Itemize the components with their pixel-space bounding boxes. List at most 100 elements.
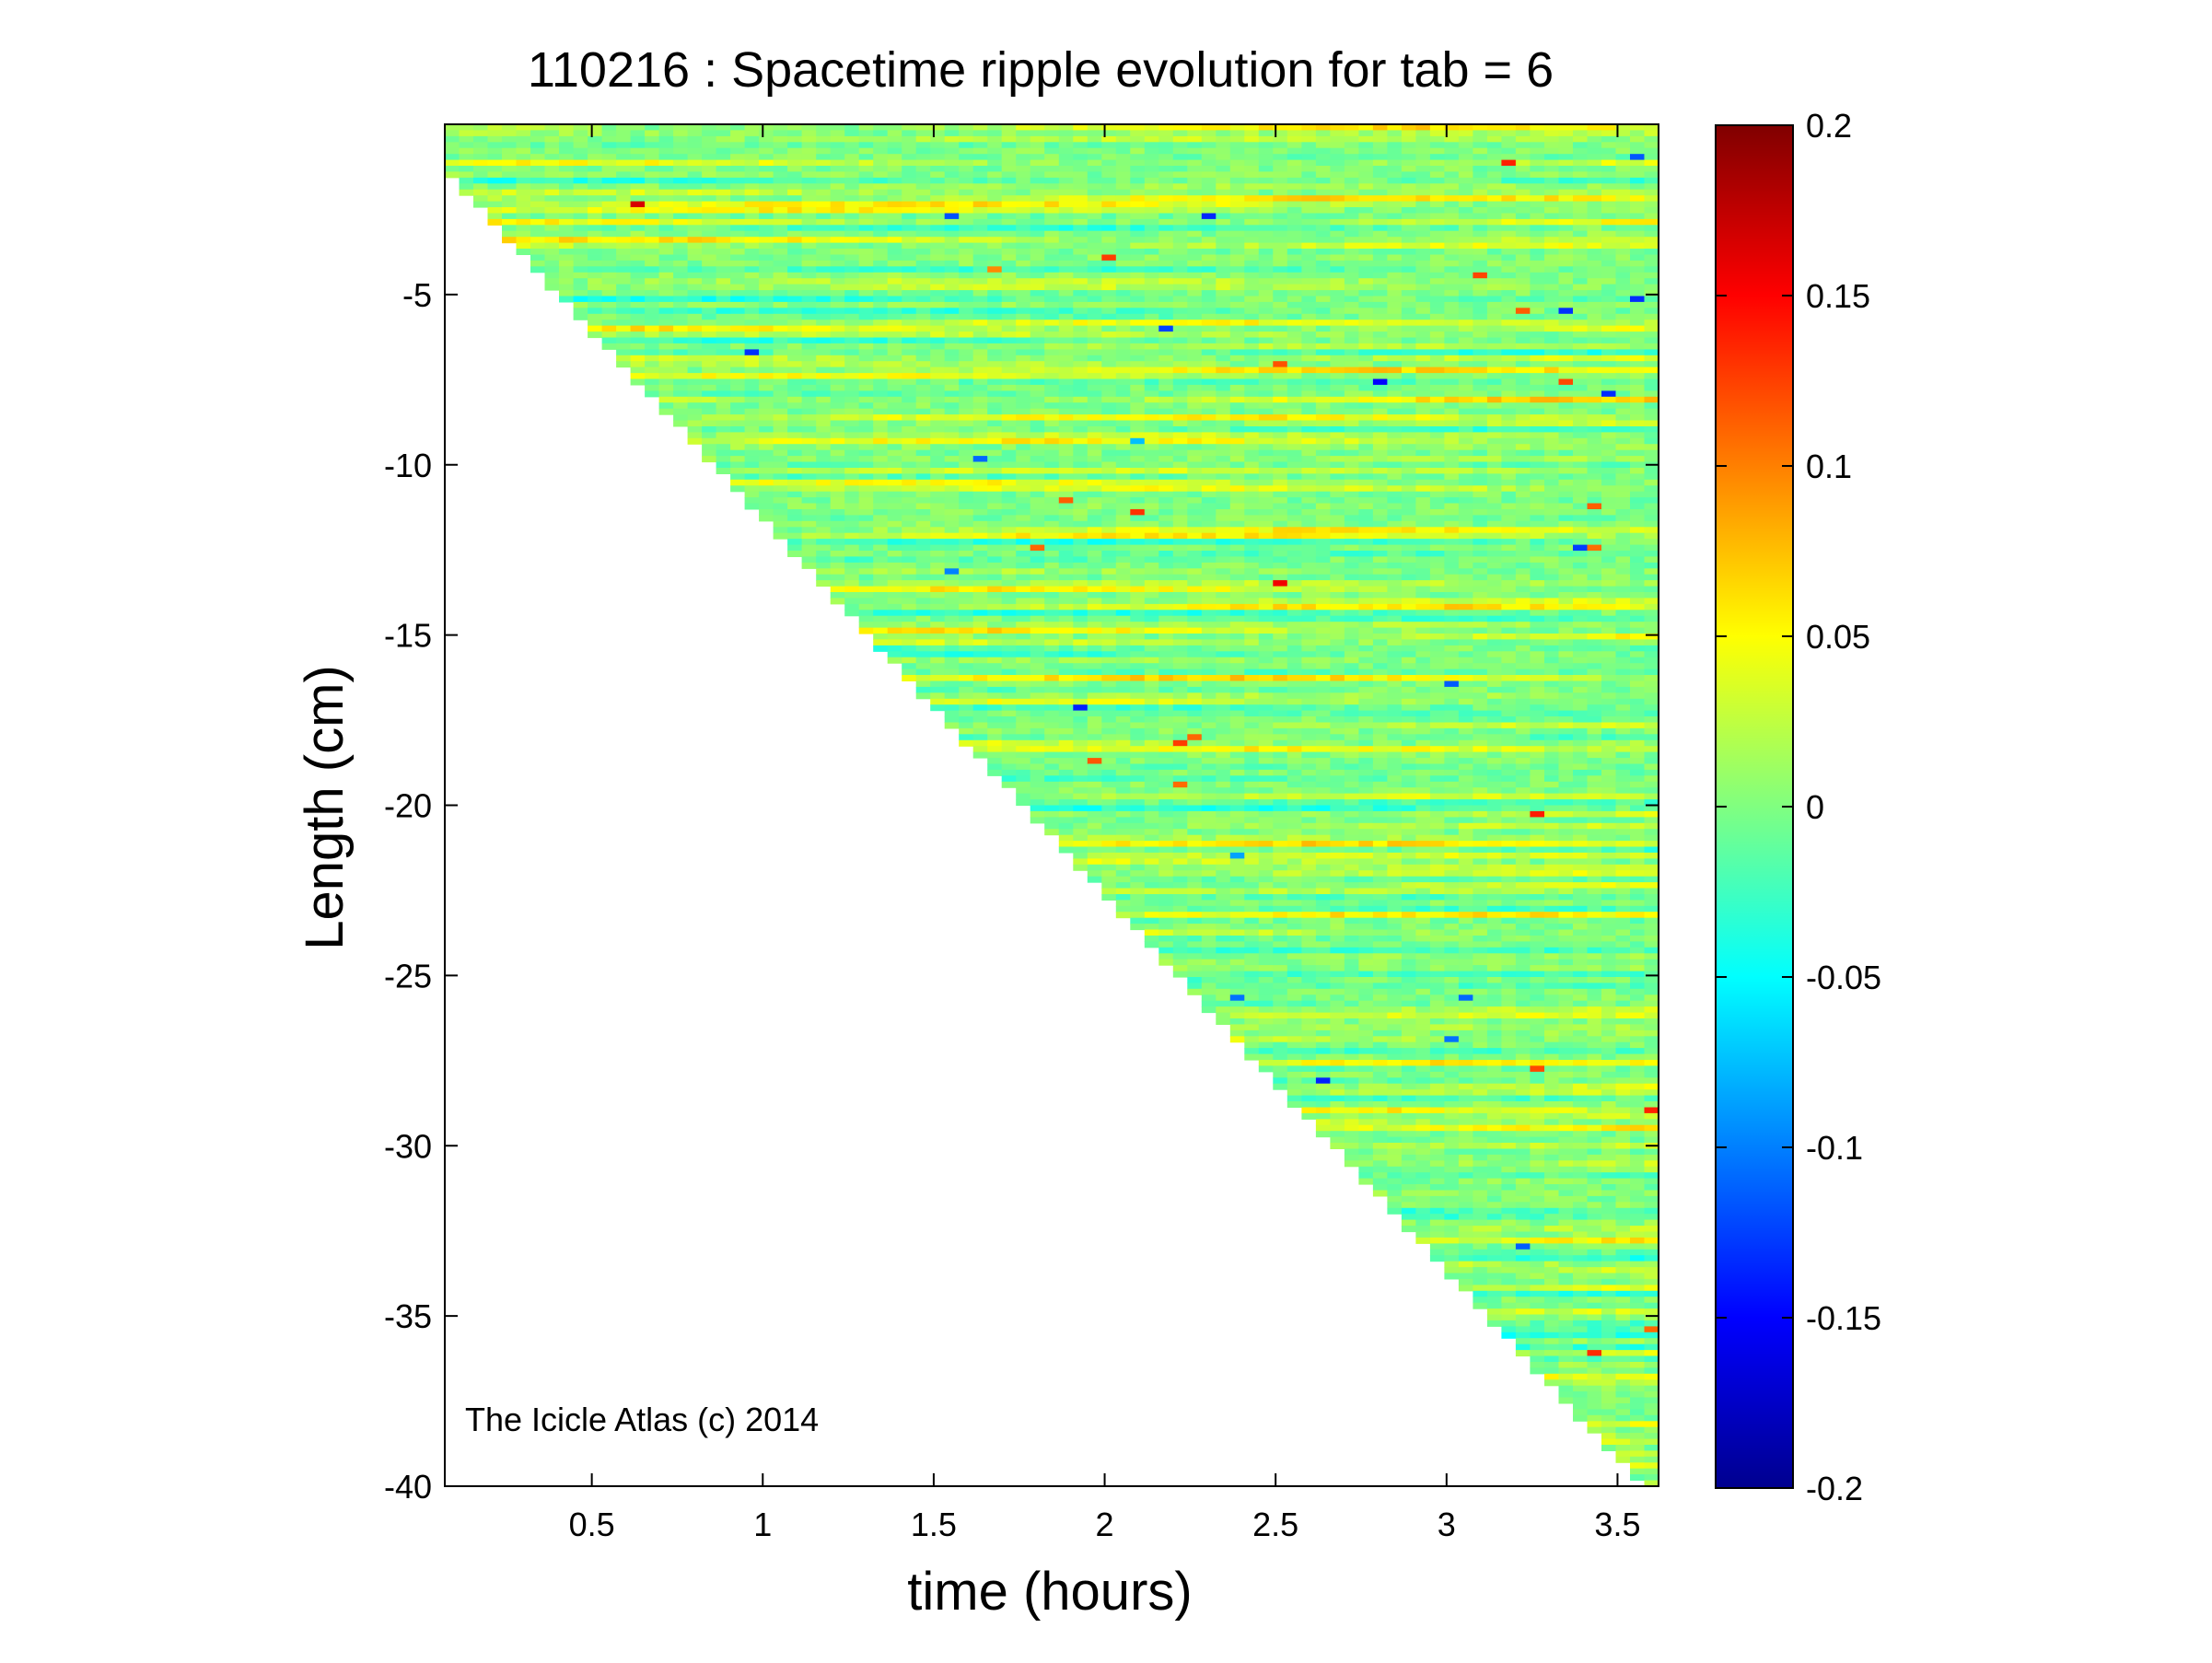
heatmap-cell xyxy=(445,142,460,149)
heatmap-cell xyxy=(844,278,860,285)
heatmap-cell xyxy=(987,213,1003,220)
heatmap-cell xyxy=(1244,876,1260,883)
heatmap-cell xyxy=(915,479,931,486)
heatmap-cell xyxy=(673,130,689,137)
heatmap-cell xyxy=(915,473,931,481)
heatmap-cell xyxy=(773,177,788,184)
heatmap-cell xyxy=(616,301,632,308)
heatmap-cell xyxy=(844,343,860,350)
heatmap-cell xyxy=(1172,864,1188,871)
heatmap-cell xyxy=(1016,622,1031,629)
heatmap-cell xyxy=(1115,426,1131,433)
heatmap-cell xyxy=(673,308,689,315)
heatmap-cell xyxy=(1030,461,1045,469)
heatmap-cell xyxy=(1144,846,1159,854)
heatmap-cell xyxy=(944,497,960,505)
heatmap-cell xyxy=(1216,1018,1231,1025)
heatmap-cell xyxy=(987,414,1003,422)
heatmap-cell xyxy=(687,313,703,320)
heatmap-cell xyxy=(858,396,874,403)
heatmap-cell xyxy=(1130,810,1146,818)
heatmap-cell xyxy=(1258,432,1274,439)
heatmap-cell xyxy=(1201,266,1217,273)
heatmap-cell xyxy=(873,645,889,652)
heatmap-cell xyxy=(1101,698,1117,705)
heatmap-cell xyxy=(1087,390,1102,398)
heatmap-cell xyxy=(844,159,860,167)
heatmap-cell xyxy=(730,426,746,433)
heatmap-cell xyxy=(1258,994,1274,1002)
heatmap-cell xyxy=(830,331,845,339)
heatmap-cell xyxy=(473,171,489,179)
heatmap-cell xyxy=(1016,775,1031,783)
heatmap-cell xyxy=(759,497,774,505)
heatmap-cell xyxy=(844,468,860,474)
heatmap-cell xyxy=(944,135,960,143)
heatmap-cell xyxy=(816,384,832,391)
heatmap-cell xyxy=(944,242,960,250)
heatmap-cell xyxy=(773,503,788,510)
heatmap-cell xyxy=(1087,154,1102,161)
heatmap-cell xyxy=(816,390,832,398)
heatmap-cell xyxy=(930,603,946,611)
heatmap-cell xyxy=(1087,627,1102,634)
heatmap-cell xyxy=(1016,479,1031,486)
heatmap-cell xyxy=(1187,213,1203,220)
heatmap-cell xyxy=(1130,586,1146,593)
heatmap-cell xyxy=(759,414,774,422)
heatmap-cell xyxy=(987,615,1003,622)
heatmap-cell xyxy=(873,207,889,214)
heatmap-cell xyxy=(1172,870,1188,878)
heatmap-cell xyxy=(887,615,902,622)
heatmap-cell xyxy=(630,249,646,255)
heatmap-cell xyxy=(1101,266,1117,273)
heatmap-cell xyxy=(1172,159,1188,167)
heatmap-cell xyxy=(1201,645,1217,652)
heatmap-cell xyxy=(972,722,988,729)
heatmap-cell xyxy=(759,308,774,315)
heatmap-cell xyxy=(1201,882,1217,890)
heatmap-cell xyxy=(1073,384,1089,391)
heatmap-cell xyxy=(1187,864,1203,871)
heatmap-cell xyxy=(1001,751,1017,759)
heatmap-cell xyxy=(972,675,988,681)
heatmap-cell xyxy=(1244,260,1260,267)
heatmap-cell xyxy=(1201,686,1217,693)
heatmap-cell xyxy=(1216,763,1231,771)
heatmap-cell xyxy=(1229,983,1245,990)
heatmap-cell xyxy=(1016,254,1031,262)
heatmap-cell xyxy=(801,218,817,226)
heatmap-cell xyxy=(959,195,974,203)
heatmap-cell xyxy=(1115,651,1131,658)
heatmap-cell xyxy=(1273,491,1288,498)
heatmap-cell xyxy=(673,313,689,320)
heatmap-cell xyxy=(588,135,603,143)
heatmap-cell xyxy=(1229,124,1245,131)
heatmap-cell xyxy=(1216,147,1231,155)
heatmap-cell xyxy=(1229,449,1245,457)
heatmap-cell xyxy=(972,734,988,741)
heatmap-cell xyxy=(588,290,603,297)
heatmap-cell xyxy=(1044,402,1060,410)
heatmap-cell xyxy=(1073,503,1089,510)
heatmap-cell xyxy=(1244,953,1260,960)
heatmap-cell xyxy=(1073,822,1089,830)
heatmap-cell xyxy=(1229,142,1245,149)
heatmap-cell xyxy=(1073,218,1089,226)
heatmap-cell xyxy=(987,763,1003,771)
heatmap-cell xyxy=(858,237,874,244)
heatmap-cell xyxy=(816,142,832,149)
heatmap-cell xyxy=(702,296,717,303)
heatmap-cell xyxy=(487,154,503,161)
heatmap-cell xyxy=(1244,355,1260,362)
heatmap-cell xyxy=(1172,539,1188,546)
heatmap-cell xyxy=(987,527,1003,534)
heatmap-cell xyxy=(787,278,803,285)
heatmap-cell xyxy=(658,142,674,149)
heatmap-cell xyxy=(716,177,731,184)
heatmap-cell xyxy=(1172,290,1188,297)
heatmap-cell xyxy=(1187,639,1203,646)
heatmap-cell xyxy=(1144,627,1159,634)
heatmap-cell xyxy=(730,159,746,167)
heatmap-cell xyxy=(959,142,974,149)
